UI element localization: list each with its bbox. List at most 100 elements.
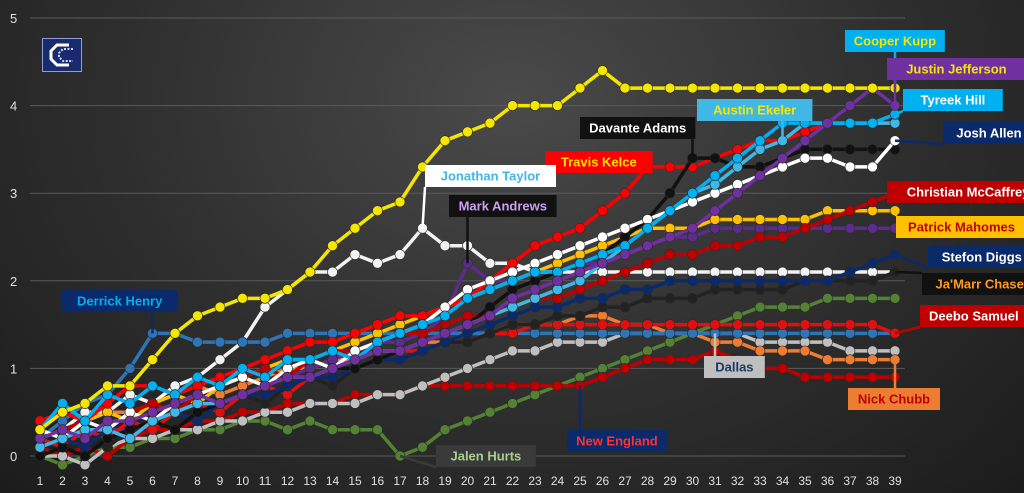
data-point xyxy=(57,406,68,418)
data-point xyxy=(529,240,541,252)
data-point xyxy=(597,205,608,217)
data-point xyxy=(574,222,586,234)
data-point xyxy=(664,319,676,330)
x-tick-label: 8 xyxy=(194,474,201,488)
data-point xyxy=(439,371,451,383)
data-point xyxy=(57,424,68,436)
annotation-text: New England xyxy=(576,434,658,449)
data-point xyxy=(867,82,878,94)
annotation-box xyxy=(704,356,765,378)
data-point xyxy=(507,345,518,357)
data-point xyxy=(664,354,676,365)
data-point xyxy=(642,82,653,94)
annotation-box xyxy=(425,165,556,187)
data-point xyxy=(304,398,316,409)
data-point xyxy=(597,231,608,243)
data-point xyxy=(867,293,878,304)
y-tick-label: 1 xyxy=(10,361,17,376)
data-point xyxy=(754,275,766,287)
annotation-cooper-kupp: Cooper Kupp xyxy=(845,30,945,52)
data-point xyxy=(462,126,473,138)
data-point xyxy=(327,266,338,278)
annotation-text: Patrick Mahomes xyxy=(908,220,1015,235)
data-point xyxy=(799,371,811,383)
data-point xyxy=(394,345,406,357)
data-point xyxy=(372,345,383,357)
data-point xyxy=(867,275,878,287)
data-point xyxy=(777,345,788,357)
data-point xyxy=(552,275,563,287)
annotation-box xyxy=(545,151,653,173)
data-point xyxy=(124,415,136,427)
annotation-box xyxy=(697,99,813,121)
data-point xyxy=(147,380,158,392)
data-point xyxy=(529,284,541,295)
data-point xyxy=(304,266,316,278)
data-point xyxy=(327,363,338,374)
data-point xyxy=(664,187,676,199)
data-point xyxy=(417,319,428,330)
annotation-dallas: Dallas xyxy=(704,356,765,378)
data-point xyxy=(867,354,878,365)
x-tick-label: 34 xyxy=(776,474,790,488)
data-point xyxy=(642,284,653,295)
data-point xyxy=(79,450,91,462)
data-point xyxy=(867,144,878,155)
data-point xyxy=(822,319,833,330)
data-point xyxy=(259,380,271,392)
annotation-text: Ja'Marr Chase xyxy=(936,277,1024,292)
x-tick-label: 31 xyxy=(708,474,722,488)
annotation-box xyxy=(567,430,667,452)
annotation-text: Josh Allen xyxy=(956,126,1021,141)
data-point xyxy=(844,266,856,278)
data-point xyxy=(147,406,158,418)
data-point xyxy=(574,240,586,252)
x-tick-label: 33 xyxy=(753,474,767,488)
annotation-jalen-hurts: Jalen Hurts xyxy=(436,445,536,467)
data-point xyxy=(799,319,811,330)
data-point xyxy=(732,275,743,287)
x-tick-label: 2 xyxy=(59,474,66,488)
y-tick-label: 4 xyxy=(10,99,17,114)
data-point xyxy=(327,424,338,436)
data-point xyxy=(822,117,833,129)
data-point xyxy=(79,433,91,444)
data-point xyxy=(754,301,766,313)
data-point xyxy=(709,170,721,181)
data-point xyxy=(214,301,226,313)
series-annotations: Cooper Kupp Justin Jefferson Tyreek Hill Au… xyxy=(62,30,1024,467)
data-point xyxy=(844,205,856,217)
annotation-deebo-samuel: Deebo Samuel xyxy=(920,305,1024,327)
x-tick-label: 12 xyxy=(281,474,295,488)
annotation-text: Tyreek Hill xyxy=(921,93,986,108)
annotation-box xyxy=(920,305,1024,327)
data-point xyxy=(327,398,338,409)
annotation-text: Christian McCaffrey xyxy=(907,185,1024,200)
annotation-leader xyxy=(894,139,944,146)
y-tick-label: 0 xyxy=(10,449,17,464)
annotation-box xyxy=(580,117,696,139)
x-tick-label: 38 xyxy=(866,474,880,488)
data-point xyxy=(417,380,428,392)
data-point xyxy=(417,336,428,348)
annotation-leader xyxy=(893,210,898,217)
series-lines xyxy=(34,65,901,471)
data-point xyxy=(799,345,811,357)
data-point xyxy=(844,293,856,304)
data-point xyxy=(372,257,383,269)
y-tick-label: 3 xyxy=(10,186,17,201)
annotation-text: Stefon Diggs xyxy=(942,250,1022,265)
gridlines xyxy=(30,17,905,457)
annotation-christian-mccaffrey: Christian McCaffrey xyxy=(887,181,1024,203)
data-point xyxy=(664,82,676,94)
data-point xyxy=(642,222,653,234)
annotation-austin-ekeler: Austin Ekeler xyxy=(697,99,813,121)
data-point xyxy=(484,380,496,392)
data-point xyxy=(822,152,833,164)
x-tick-label: 10 xyxy=(236,474,250,488)
data-point xyxy=(867,257,878,269)
data-point xyxy=(709,319,721,330)
data-point xyxy=(349,328,361,339)
data-point xyxy=(529,345,541,357)
